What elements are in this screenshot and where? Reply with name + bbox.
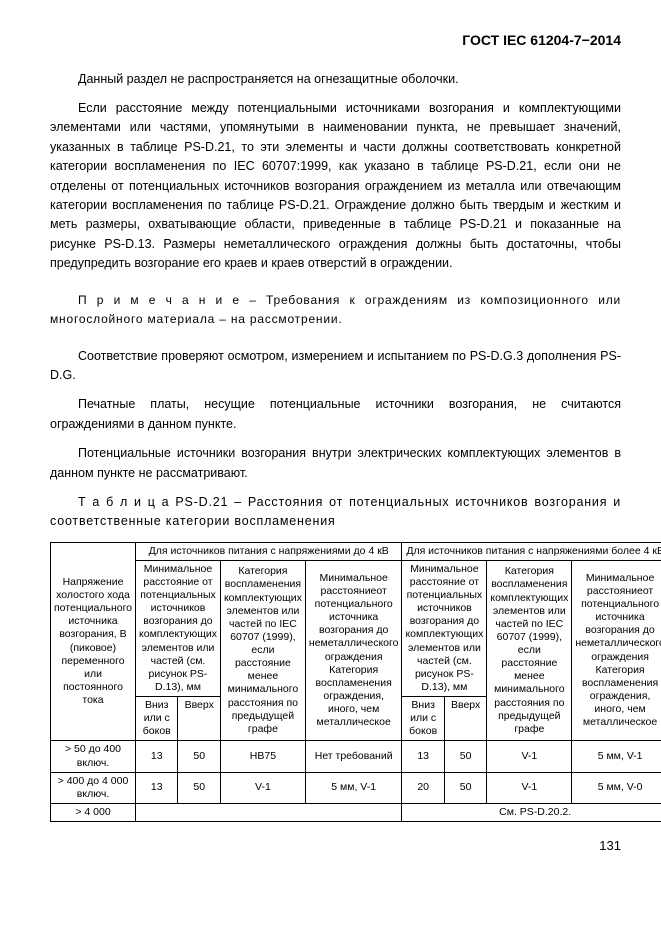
table-header-cell: Вниз или с боков [402, 697, 444, 741]
page-number: 131 [50, 836, 621, 856]
table-row: > 50 до 400 включ. 13 50 HB75 Нет требов… [51, 741, 661, 772]
table-caption: Т а б л и ц а PS-D.21 – Расстояния от по… [50, 493, 621, 532]
paragraph: Если расстояние между потенциальными ист… [50, 99, 621, 273]
table-row: Минимальное расстояние от потенциальных … [51, 560, 661, 696]
table-cell: 50 [178, 772, 220, 803]
table-cell: V-1 [220, 772, 305, 803]
note-label: П р и м е ч а н и е [78, 293, 240, 307]
table-header-cell: Категория воспламенения комплектующих эл… [220, 560, 305, 741]
table-cell: 5 мм, V-1 [305, 772, 402, 803]
table-cell: 13 [136, 741, 178, 772]
document-header: ГОСТ IEC 61204-7−2014 [50, 30, 621, 52]
table-header-cell: Минимальное расстояние от потенциальных … [402, 560, 487, 696]
table-row: > 400 до 4 000 включ. 13 50 V-1 5 мм, V-… [51, 772, 661, 803]
table-cell: 20 [402, 772, 444, 803]
table-row: > 4 000 См. PS-D.20.2. [51, 803, 661, 821]
table-cell: 13 [136, 772, 178, 803]
table-header-cell: Минимальное расстояниеот потенциального … [572, 560, 661, 741]
table-cell: V-1 [487, 772, 572, 803]
table-cell: 5 мм, V-1 [572, 741, 661, 772]
table-cell: 5 мм, V-0 [572, 772, 661, 803]
paragraph: Данный раздел не распространяется на огн… [50, 70, 621, 89]
table-cell: Нет требований [305, 741, 402, 772]
table-cell: > 400 до 4 000 включ. [51, 772, 136, 803]
note-paragraph: П р и м е ч а н и е – Требования к ограж… [50, 291, 621, 328]
paragraph: Соответствие проверяют осмотром, измерен… [50, 347, 621, 386]
table-cell: V-1 [487, 741, 572, 772]
table-header-cell: Минимальное расстояниеот потенциального … [305, 560, 402, 741]
table-header-cell: Минимальное расстояние от потенциальных … [136, 560, 221, 696]
distances-table: Напряжение холостого хода потенциального… [50, 542, 661, 822]
table-cell: 50 [178, 741, 220, 772]
table-header-cell: Для источников питания с напряжениями до… [136, 542, 402, 560]
table-header-cell: Вверх [178, 697, 220, 741]
table-cell: 50 [444, 741, 486, 772]
paragraph: Потенциальные источники возгорания внутр… [50, 444, 621, 483]
table-cell [136, 803, 402, 821]
table-header-cell: Вверх [444, 697, 486, 741]
paragraph: Печатные платы, несущие потенциальные ис… [50, 395, 621, 434]
table-row: Напряжение холостого хода потенциального… [51, 542, 661, 560]
table-header-cell: Напряжение холостого хода потенциального… [51, 542, 136, 741]
table-cell: 13 [402, 741, 444, 772]
table-cell: > 4 000 [51, 803, 136, 821]
table-cell: 50 [444, 772, 486, 803]
table-cell: > 50 до 400 включ. [51, 741, 136, 772]
table-header-cell: Категория воспламенения комплектующих эл… [487, 560, 572, 741]
table-cell: См. PS-D.20.2. [402, 803, 661, 821]
table-header-cell: Вниз или с боков [136, 697, 178, 741]
table-header-cell: Для источников питания с напряжениями бо… [402, 542, 661, 560]
table-label: Т а б л и ц а [78, 495, 169, 509]
table-cell: HB75 [220, 741, 305, 772]
